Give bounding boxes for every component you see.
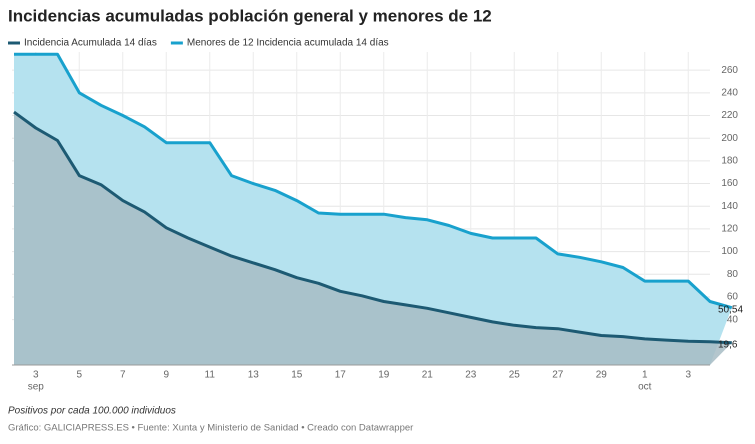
- x-tick-label: 3: [33, 370, 39, 381]
- note: Positivos por cada 100.000 individuos: [8, 406, 176, 417]
- x-tick-label: 11: [205, 370, 216, 381]
- y-tick-label: 200: [721, 133, 738, 144]
- x-tick-label: 19: [378, 370, 390, 381]
- x-tick-label: 27: [552, 370, 564, 381]
- legend-label: Incidencia Acumulada 14 días: [24, 38, 157, 49]
- source: Gráfico: GALICIAPRESS.ES • Fuente: Xunta…: [8, 423, 413, 434]
- x-tick-label: 3: [685, 370, 691, 381]
- x-tick-label: 1: [642, 370, 648, 381]
- legend-label: Menores de 12 Incidencia acumulada 14 dí…: [187, 38, 389, 49]
- x-tick-label: 13: [248, 370, 260, 381]
- chart-title: Incidencias acumuladas población general…: [8, 6, 492, 25]
- x-tick-label: 21: [422, 370, 434, 381]
- area: [14, 112, 732, 365]
- x-tick-label: 29: [596, 370, 608, 381]
- y-tick-label: 240: [721, 87, 738, 98]
- x-tick-label: 15: [291, 370, 303, 381]
- line: [14, 52, 733, 310]
- x-tick-label: 23: [465, 370, 477, 381]
- y-tick-label: 60: [727, 292, 739, 303]
- value-label: 19,6: [718, 339, 738, 350]
- month-label: oct: [638, 382, 652, 393]
- x-tick-label: 17: [335, 370, 347, 381]
- value-label: 50,54: [718, 304, 743, 315]
- y-tick-label: 220: [721, 110, 738, 121]
- x-tick-label: 7: [120, 370, 126, 381]
- x-tick-label: 25: [509, 370, 521, 381]
- y-tick-label: 120: [721, 224, 738, 235]
- y-tick-label: 80: [727, 269, 739, 280]
- y-tick-label: 160: [721, 178, 738, 189]
- month-label: sep: [28, 382, 45, 393]
- x-tick-label: 9: [163, 370, 169, 381]
- y-tick-label: 180: [721, 156, 738, 167]
- y-tick-label: 140: [721, 201, 738, 212]
- y-tick-label: 40: [727, 314, 739, 325]
- y-tick-label: 260: [721, 65, 738, 76]
- x-tick-label: 5: [76, 370, 82, 381]
- y-tick-label: 100: [721, 246, 738, 257]
- line: [13, 110, 732, 345]
